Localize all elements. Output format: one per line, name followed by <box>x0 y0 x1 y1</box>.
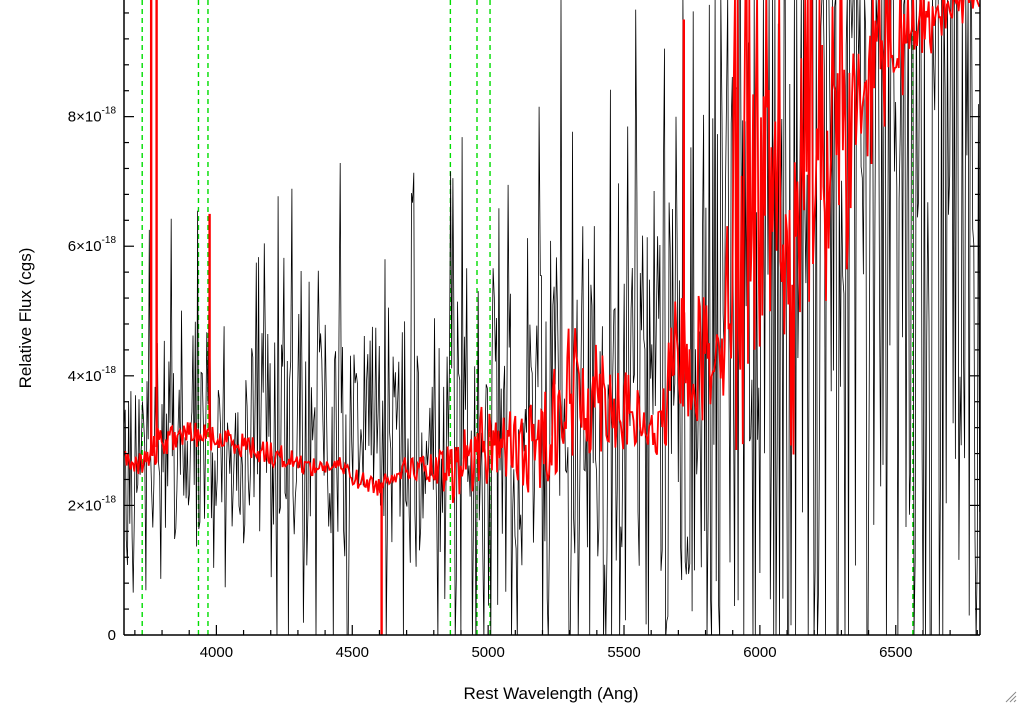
plot-frame <box>123 0 981 636</box>
y-tick-label: 0 <box>108 627 116 644</box>
y-axis-label: Relative Flux (cgs) <box>16 248 35 389</box>
x-axis-ticks <box>134 625 978 635</box>
x-axis-tick-labels: 4000 4500 5000 5500 6000 6500 <box>200 644 913 661</box>
reference-lines <box>141 0 914 635</box>
x-tick-label: 5000 <box>471 644 504 661</box>
y-axis-tick-labels: 0 2×10-18 4×10-18 6×10-18 8×10-18 <box>68 106 117 644</box>
x-tick-label: 4500 <box>336 644 369 661</box>
y-tick-label: 2×10-18 <box>68 494 117 514</box>
plot-area <box>124 0 980 635</box>
y-tick-label: 8×10-18 <box>68 106 117 126</box>
x-axis-label: Rest Wavelength (Ang) <box>463 684 638 703</box>
resize-grip-icon[interactable] <box>1005 691 1017 703</box>
x-tick-label: 4000 <box>200 644 233 661</box>
x-tick-label: 6500 <box>879 644 912 661</box>
y-tick-label: 6×10-18 <box>68 235 117 255</box>
y-tick-label: 4×10-18 <box>68 365 117 385</box>
x-tick-label: 5500 <box>607 644 640 661</box>
model-continuum-series <box>124 0 980 635</box>
model-continuum-line <box>124 0 980 503</box>
y-axis-ticks <box>124 12 980 636</box>
x-tick-label: 6000 <box>743 644 776 661</box>
